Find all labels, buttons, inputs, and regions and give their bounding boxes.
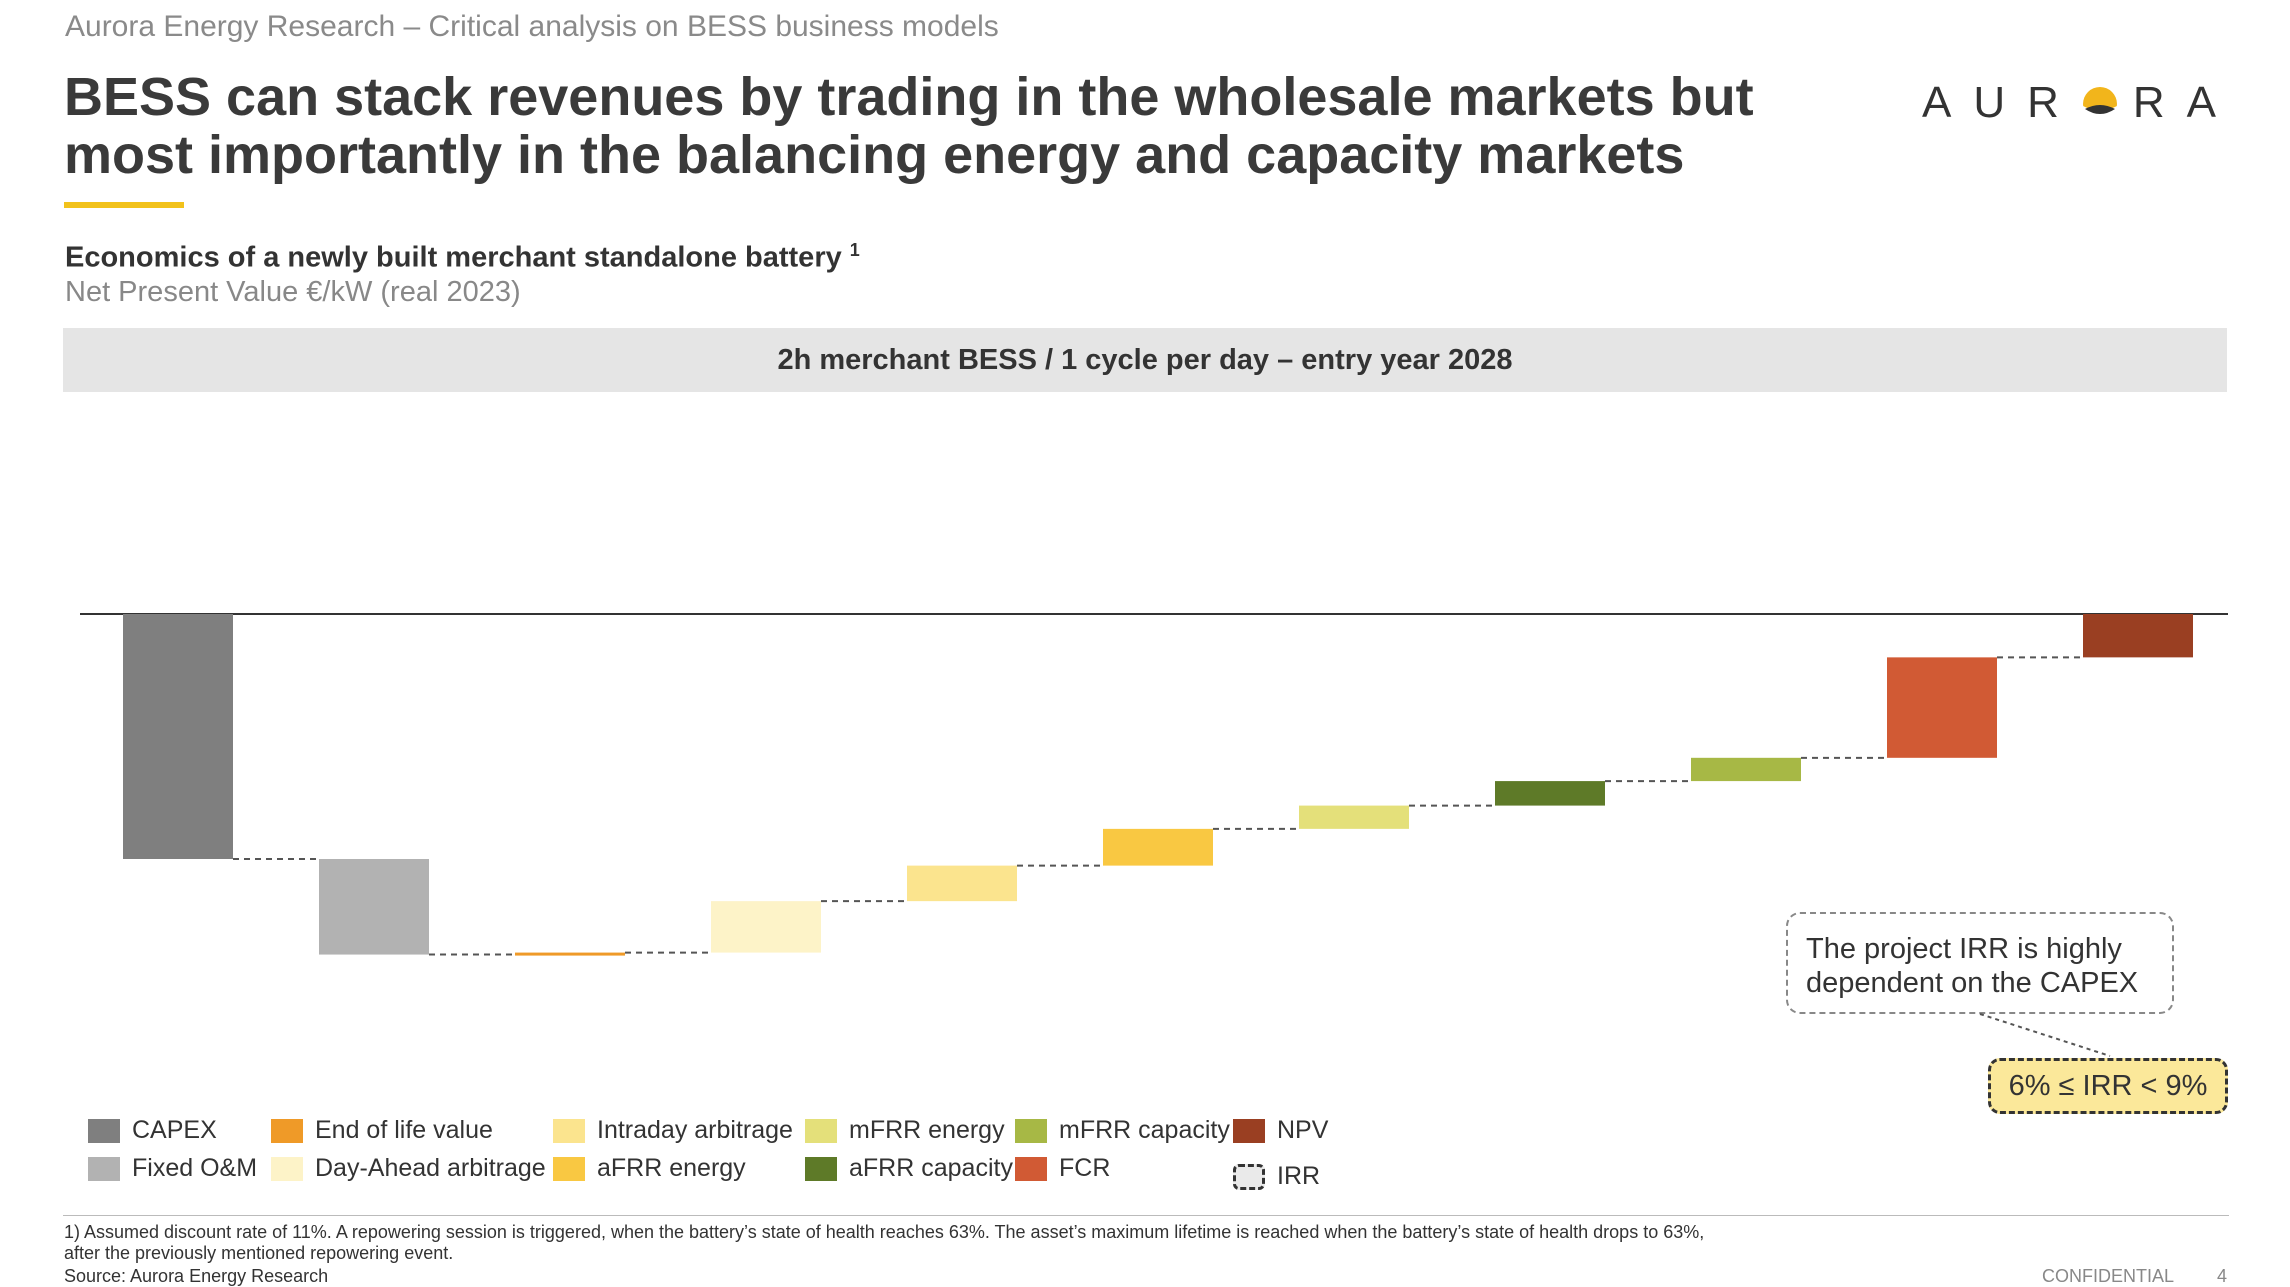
page-title: BESS can stack revenues by trading in th… (64, 67, 1754, 185)
chart-title-text: Economics of a newly built merchant stan… (65, 241, 842, 274)
chart-unit: Net Present Value €/kW (real 2023) (65, 276, 521, 308)
bar-fcr (1887, 657, 1997, 758)
chart-title: Economics of a newly built merchant stan… (65, 240, 860, 275)
legend-label-afrr-capacity: aFRR capacity (849, 1154, 1013, 1182)
bar-npv (2083, 614, 2193, 658)
legend-label-npv: NPV (1277, 1116, 1329, 1144)
legend-item-capex: CAPEX (88, 1116, 217, 1145)
legend-label-fcr: FCR (1059, 1154, 1111, 1182)
legend-label-day-ahead: Day-Ahead arbitrage (315, 1154, 546, 1182)
logo-sun-icon (2081, 84, 2119, 123)
irr-callout-text: The project IRR is highly dependent on t… (1806, 933, 2139, 999)
legend-item-fixed-om: Fixed O&M (88, 1154, 257, 1183)
logo-text-left: AUR (1921, 78, 2081, 127)
legend-item-day-ahead: Day-Ahead arbitrage (271, 1154, 546, 1183)
bar-fixed-o-m (319, 859, 429, 955)
legend-swatch-fcr (1015, 1156, 1047, 1181)
confidential-label: CONFIDENTIAL (2042, 1266, 2175, 1286)
legend-swatch-npv (1233, 1118, 1265, 1143)
bar-mfrr-capacity (1691, 757, 1801, 782)
aurora-logo: AUR RA (1922, 78, 2238, 128)
legend-label-mfrr-capacity: mFRR capacity (1059, 1116, 1230, 1144)
legend-swatch-intraday (553, 1118, 585, 1143)
legend-item-mfrr-energy: mFRR energy (805, 1116, 1005, 1145)
legend-swatch-mfrr-capacity (1015, 1118, 1047, 1143)
legend-item-intraday: Intraday arbitrage (553, 1116, 793, 1145)
irr-range-box: 6% ≤ IRR < 9% (1988, 1058, 2228, 1114)
bar-afrr-energy (1103, 828, 1213, 866)
legend-label-capex: CAPEX (132, 1116, 217, 1144)
waterfall-chart (80, 613, 2228, 956)
legend-item-end-of-life: End of life value (271, 1116, 493, 1145)
legend-label-afrr-energy: aFRR energy (597, 1154, 746, 1182)
bar-afrr-capacity (1495, 781, 1605, 806)
irr-callout: The project IRR is highly dependent on t… (1786, 912, 2174, 1014)
legend-swatch-capex (88, 1118, 120, 1143)
legend-swatch-afrr-energy (553, 1156, 585, 1181)
scenario-band: 2h merchant BESS / 1 cycle per day – ent… (63, 328, 2227, 392)
legend-item-mfrr-capacity: mFRR capacity (1015, 1116, 1230, 1145)
scenario-label: 2h merchant BESS / 1 cycle per day – ent… (777, 343, 1513, 376)
irr-range-text: 6% ≤ IRR < 9% (2008, 1069, 2208, 1102)
legend-label-end-of-life: End of life value (315, 1116, 493, 1144)
source-note: Source: Aurora Energy Research (64, 1266, 329, 1286)
legend-swatch-irr (1233, 1163, 1265, 1190)
legend-label-irr: IRR (1277, 1162, 1321, 1190)
legend-swatch-mfrr-energy (805, 1118, 837, 1143)
bar-end-of-life-value (515, 952, 625, 956)
chart-title-footnote-ref: 1 (849, 240, 860, 260)
legend-swatch-end-of-life (271, 1118, 303, 1143)
legend-item-fcr: FCR (1015, 1154, 1110, 1183)
bar-mfrr-energy (1299, 805, 1409, 829)
legend-item-npv: NPV (1233, 1116, 1328, 1145)
header-subheading: Aurora Energy Research – Critical analys… (65, 10, 999, 43)
legend-item-afrr-capacity: aFRR capacity (805, 1154, 1013, 1183)
legend-swatch-fixed-om (88, 1156, 120, 1181)
page-number: 4 (2217, 1266, 2228, 1286)
footer-divider (63, 1215, 2229, 1216)
title-underline (64, 202, 184, 208)
legend-item-afrr-energy: aFRR energy (553, 1154, 746, 1183)
bar-day-ahead-arbitrage (711, 901, 821, 953)
legend-label-mfrr-energy: mFRR energy (849, 1116, 1005, 1144)
bar-capex (123, 614, 233, 859)
logo-text-right: RA (2132, 78, 2238, 127)
legend-swatch-day-ahead (271, 1156, 303, 1181)
legend-label-intraday: Intraday arbitrage (597, 1116, 793, 1144)
legend-label-fixed-om: Fixed O&M (132, 1154, 258, 1182)
footnote: 1) Assumed discount rate of 11%. A repow… (64, 1222, 1705, 1263)
legend-item-irr: IRR (1233, 1162, 1320, 1191)
callout-pointer (1979, 1013, 2111, 1057)
bar-intraday-arbitrage (907, 865, 1017, 902)
legend-swatch-afrr-capacity (805, 1156, 837, 1181)
